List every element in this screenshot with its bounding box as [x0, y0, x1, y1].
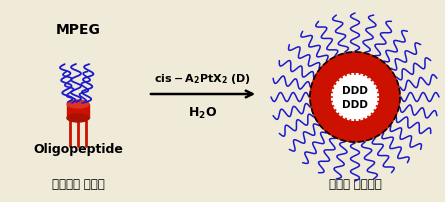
Text: 포스파젠 단위체: 포스파젠 단위체: [52, 178, 105, 190]
Text: $\bf{H_2O}$: $\bf{H_2O}$: [189, 105, 218, 120]
Circle shape: [310, 53, 400, 142]
Text: MPEG: MPEG: [56, 23, 101, 37]
Text: 미셀형 백금착물: 미셀형 백금착물: [328, 178, 381, 190]
Ellipse shape: [67, 115, 89, 122]
Bar: [67, 104, 89, 118]
Circle shape: [332, 74, 378, 121]
Text: $\bf{cis-A_2PtX_2\ (D)}$: $\bf{cis-A_2PtX_2\ (D)}$: [154, 72, 251, 86]
Text: Oligopeptide: Oligopeptide: [33, 143, 123, 156]
Ellipse shape: [67, 101, 89, 108]
Text: DDD
DDD: DDD DDD: [342, 86, 368, 109]
